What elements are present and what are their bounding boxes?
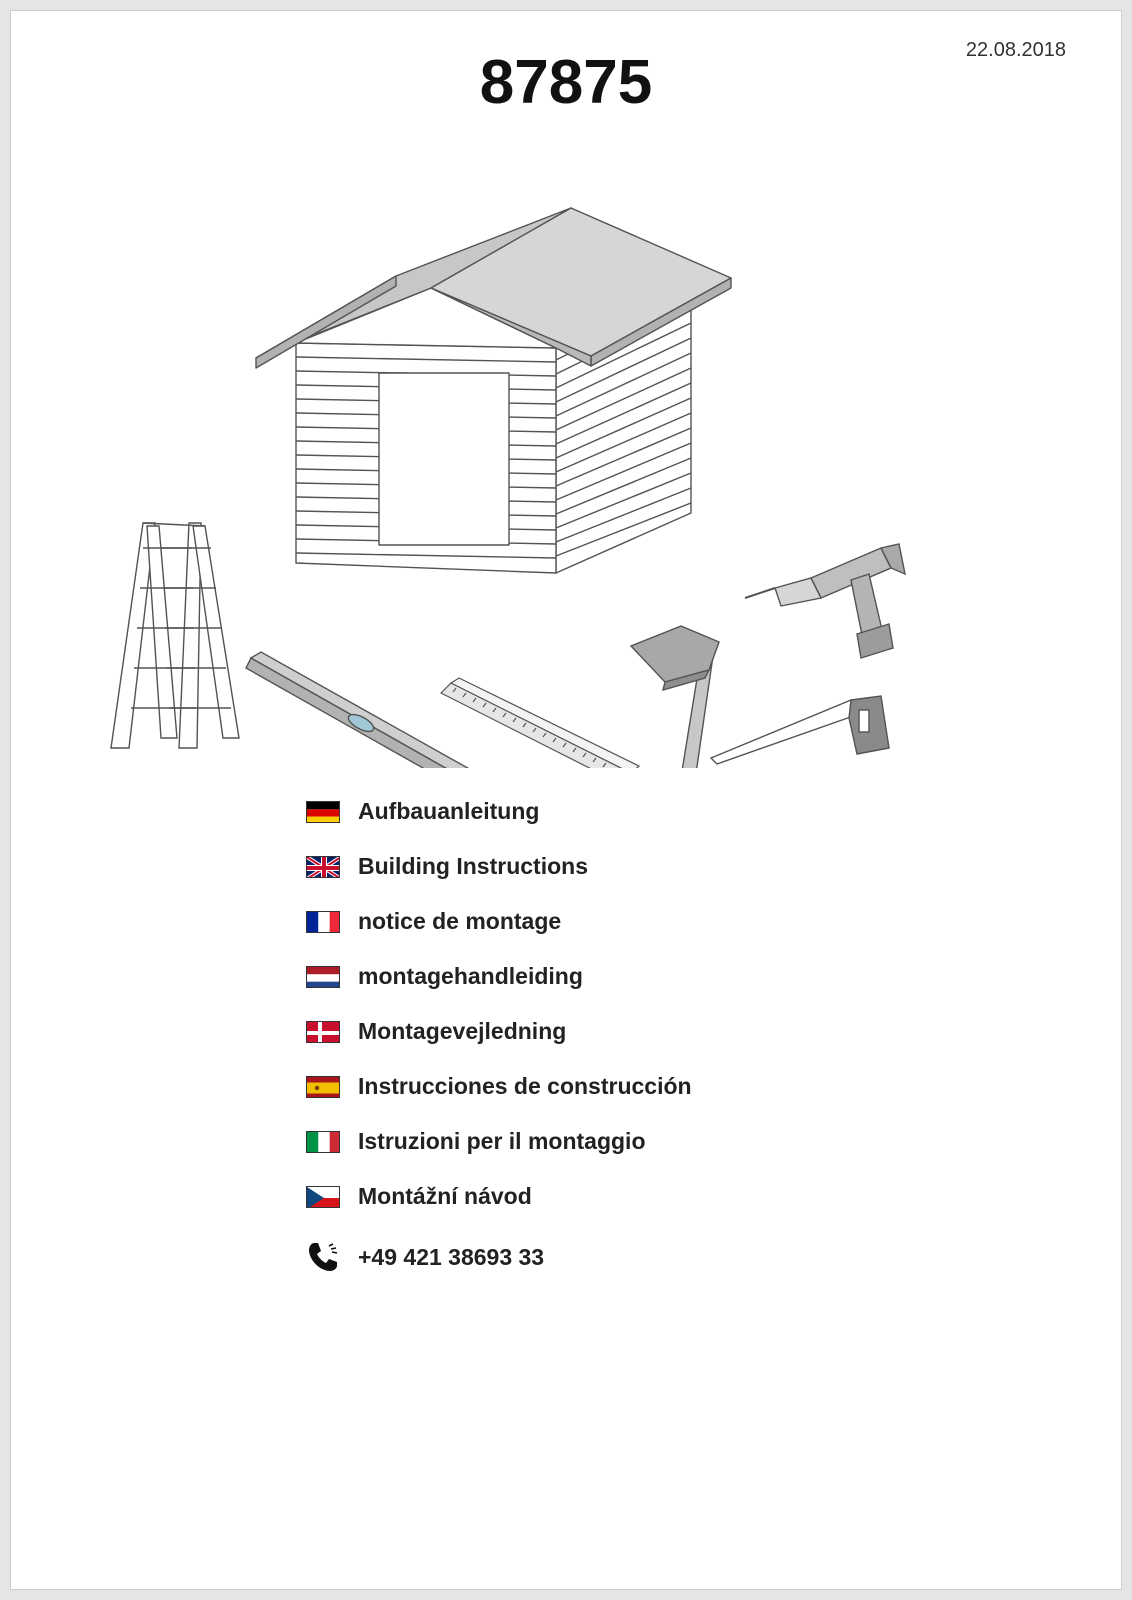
- language-row: Montážní návod: [306, 1183, 1081, 1210]
- product-number: 87875: [51, 47, 1081, 118]
- manual-cover-page: 22.08.2018 87875: [10, 10, 1122, 1590]
- es-flag-icon: [306, 1076, 340, 1098]
- language-row: Building Instructions: [306, 853, 1081, 880]
- language-label: Aufbauanleitung: [358, 798, 539, 825]
- folding-ruler-icon: [441, 678, 639, 768]
- phone-icon: [306, 1240, 340, 1274]
- shed-icon: [256, 208, 731, 573]
- nl-flag-icon: [306, 966, 340, 988]
- ladder-icon: [111, 523, 239, 748]
- language-label: montagehandleiding: [358, 963, 583, 990]
- language-row: Istruzioni per il montaggio: [306, 1128, 1081, 1155]
- cz-flag-icon: [306, 1186, 340, 1208]
- product-illustration: [51, 148, 1081, 768]
- language-row: montagehandleiding: [306, 963, 1081, 990]
- language-label: notice de montage: [358, 908, 561, 935]
- gb-flag-icon: [306, 856, 340, 878]
- phone-number: +49 421 38693 33: [358, 1244, 544, 1271]
- phone-row: +49 421 38693 33: [306, 1240, 1081, 1274]
- language-label: Istruzioni per il montaggio: [358, 1128, 646, 1155]
- de-flag-icon: [306, 801, 340, 823]
- language-row: Aufbauanleitung: [306, 798, 1081, 825]
- language-row: Instrucciones de construcción: [306, 1073, 1081, 1100]
- hammer-icon: [631, 626, 719, 768]
- language-row: notice de montage: [306, 908, 1081, 935]
- language-label: Building Instructions: [358, 853, 588, 880]
- it-flag-icon: [306, 1131, 340, 1153]
- language-label: Montážní návod: [358, 1183, 532, 1210]
- drill-icon: [745, 544, 905, 658]
- fr-flag-icon: [306, 911, 340, 933]
- document-date: 22.08.2018: [966, 39, 1066, 62]
- language-list: Aufbauanleitung Building Instructions not…: [306, 798, 1081, 1210]
- language-label: Montagevejledning: [358, 1018, 566, 1045]
- language-row: Montagevejledning: [306, 1018, 1081, 1045]
- handsaw-icon: [711, 696, 889, 764]
- spirit-level-icon: [246, 652, 489, 768]
- dk-flag-icon: [306, 1021, 340, 1043]
- language-label: Instrucciones de construcción: [358, 1073, 692, 1100]
